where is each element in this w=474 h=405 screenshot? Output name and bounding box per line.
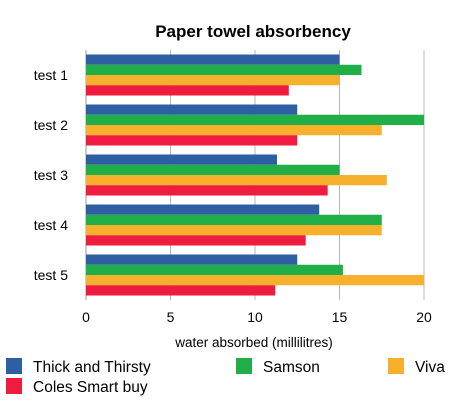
legend-swatch — [236, 358, 252, 374]
bar — [86, 114, 424, 125]
legend-swatch — [6, 378, 22, 394]
x-tick-label: 15 — [332, 309, 348, 325]
bar — [86, 264, 343, 275]
bar — [86, 185, 328, 196]
bar — [86, 125, 382, 136]
legend-label: Coles Smart buy — [33, 379, 148, 396]
x-tick-label: 10 — [247, 309, 263, 325]
bar — [86, 254, 298, 265]
bar — [86, 164, 340, 175]
bar — [86, 275, 424, 286]
category-label: test 1 — [34, 67, 68, 83]
category-label: test 5 — [34, 267, 68, 283]
category-label: test 4 — [34, 217, 68, 233]
x-tick-label: 20 — [416, 309, 432, 325]
bar — [86, 64, 362, 75]
bar — [86, 135, 298, 146]
x-tick-label: 5 — [167, 309, 175, 325]
bar — [86, 154, 277, 165]
bar — [86, 204, 320, 215]
bar — [86, 85, 289, 96]
legend-label: Samson — [263, 359, 320, 376]
bar — [86, 285, 276, 296]
chart-title: Paper towel absorbency — [155, 22, 351, 41]
legend-label: Thick and Thirsty — [33, 359, 151, 376]
legend-swatch — [388, 358, 404, 374]
bar — [86, 214, 382, 225]
bar — [86, 54, 340, 65]
bar — [86, 175, 387, 186]
bar — [86, 75, 340, 86]
category-label: test 3 — [34, 167, 68, 183]
bar — [86, 104, 298, 115]
category-labels: test 1 test 2 test 3 test 4 test 5 — [34, 67, 68, 283]
legend-swatch — [6, 358, 22, 374]
x-tick-labels: 0 5 10 15 20 — [82, 309, 432, 325]
bar — [86, 235, 306, 246]
bar — [86, 225, 382, 236]
bars-group — [86, 54, 424, 296]
legend-label: Viva — [415, 359, 445, 376]
category-label: test 2 — [34, 117, 68, 133]
legend: Thick and Thirsty Samson Viva Coles Smart b… — [6, 358, 445, 396]
x-tick-label: 0 — [82, 309, 90, 325]
x-axis-label: water absorbed (millilitres) — [174, 335, 333, 350]
